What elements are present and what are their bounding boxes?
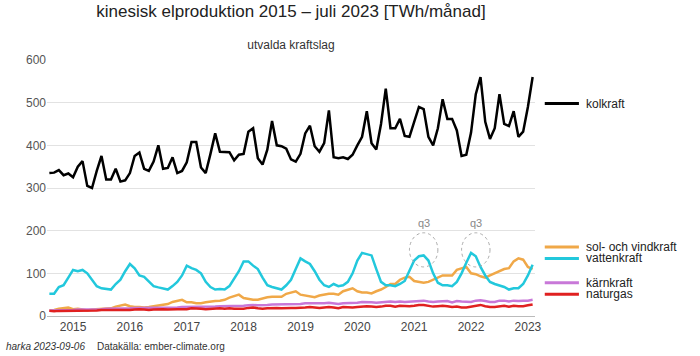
svg-text:2022: 2022 [458,320,485,334]
svg-text:kinesisk elproduktion 2015 – j: kinesisk elproduktion 2015 – juli 2023 [… [96,2,485,21]
svg-text:2023: 2023 [515,320,542,334]
svg-text:vattenkraft: vattenkraft [586,251,643,265]
svg-text:2019: 2019 [287,320,314,334]
svg-text:kärnkraft: kärnkraft [586,276,633,290]
svg-text:2021: 2021 [401,320,428,334]
svg-text:naturgas: naturgas [586,287,633,301]
svg-text:400: 400 [26,139,46,153]
svg-text:600: 600 [26,53,46,67]
svg-text:2017: 2017 [173,320,200,334]
svg-text:kolkraft: kolkraft [586,97,625,111]
svg-text:Datakälla: ember-climate.org: Datakälla: ember-climate.org [97,341,225,352]
svg-text:q3: q3 [470,217,482,229]
svg-text:2015: 2015 [60,320,87,334]
svg-text:2016: 2016 [117,320,144,334]
svg-text:300: 300 [26,181,46,195]
svg-text:2018: 2018 [230,320,257,334]
svg-text:100: 100 [26,267,46,281]
svg-text:2020: 2020 [344,320,371,334]
svg-text:200: 200 [26,224,46,238]
svg-text:harka 2023-09-06: harka 2023-09-06 [6,341,85,352]
svg-text:500: 500 [26,96,46,110]
svg-text:q3: q3 [418,217,430,229]
svg-text:0: 0 [39,309,46,323]
svg-text:sol- och vindkraft: sol- och vindkraft [586,240,677,254]
svg-text:utvalda kraftslag: utvalda kraftslag [247,38,334,52]
